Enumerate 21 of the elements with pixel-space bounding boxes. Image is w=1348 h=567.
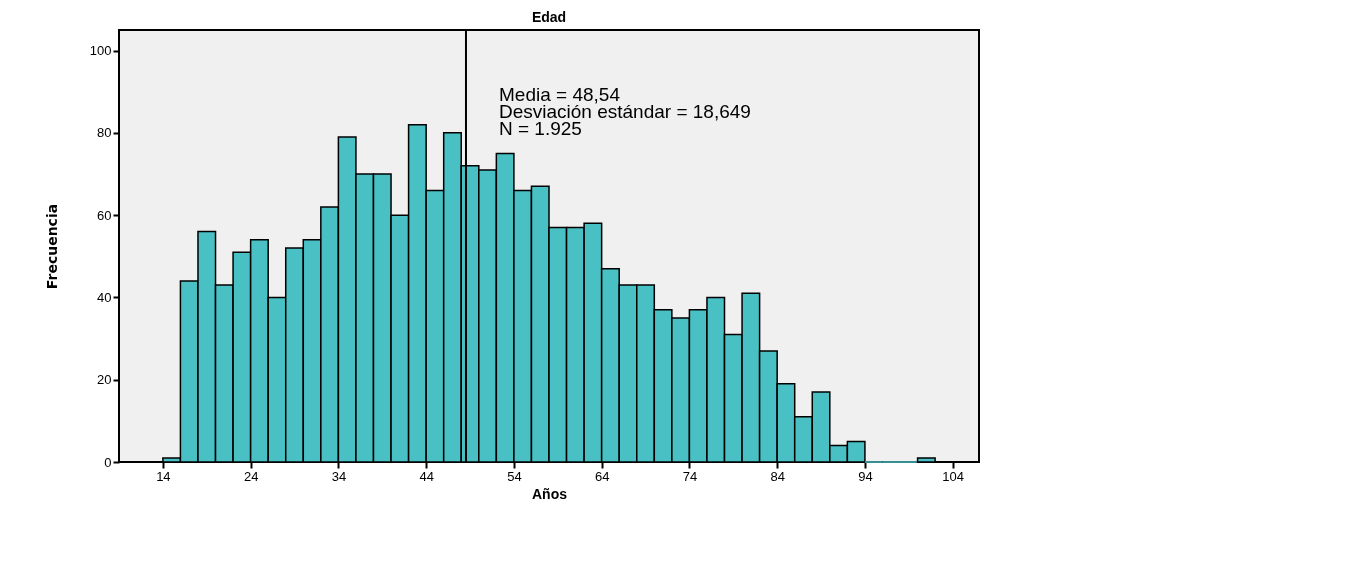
y-tick-label: 20 <box>97 372 112 388</box>
annotation: Media = 48,54 <box>499 84 621 105</box>
annotation: N = 1.925 <box>499 118 582 139</box>
x-tick-label: 94 <box>858 468 873 484</box>
chart-title: Edad <box>531 9 567 25</box>
y-tick-label: 60 <box>97 207 112 223</box>
y-tick-label: 40 <box>97 289 112 305</box>
y-axis-title: Frecuencia <box>43 203 60 290</box>
x-tick-label: 64 <box>594 468 610 484</box>
x-axis-title: Años <box>532 485 568 502</box>
x-tick-label: 84 <box>770 468 785 484</box>
x-tick-label: 14 <box>156 468 171 484</box>
y-tick-label: 80 <box>97 125 112 141</box>
x-tick-label: 24 <box>243 468 259 484</box>
x-tick-label: 34 <box>331 468 347 484</box>
x-tick-label: 104 <box>942 468 965 484</box>
x-tick-label: 74 <box>682 468 698 484</box>
x-tick-label: 44 <box>419 468 434 484</box>
x-tick-label: 54 <box>507 468 522 484</box>
y-tick-label: 100 <box>89 43 112 59</box>
y-tick-label: 0 <box>104 454 112 470</box>
